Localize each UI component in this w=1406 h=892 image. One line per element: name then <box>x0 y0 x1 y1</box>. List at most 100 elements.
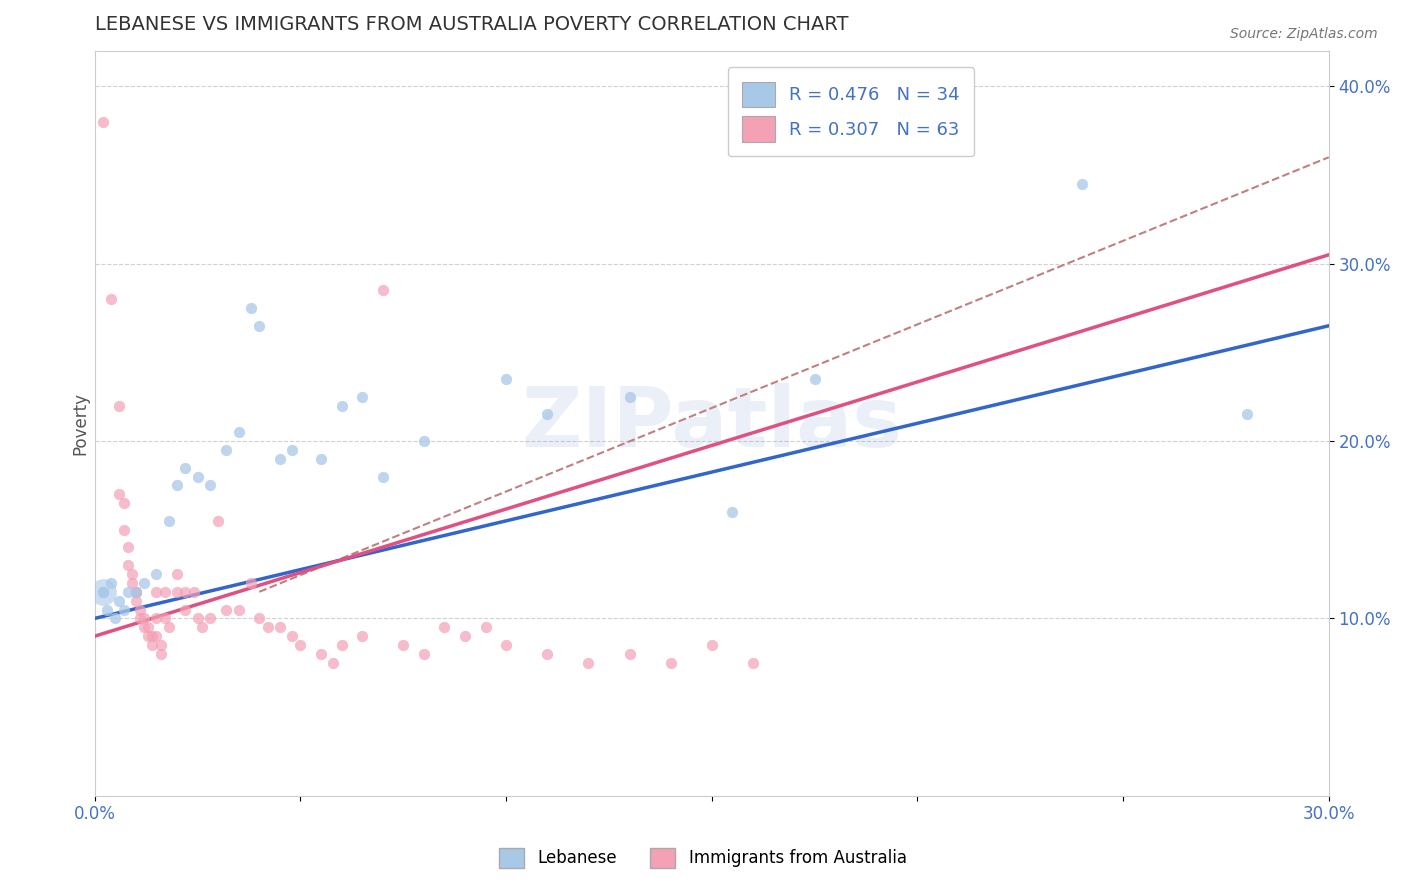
Point <box>91 584 114 599</box>
Point <box>207 514 229 528</box>
Text: LEBANESE VS IMMIGRANTS FROM AUSTRALIA POVERTY CORRELATION CHART: LEBANESE VS IMMIGRANTS FROM AUSTRALIA PO… <box>94 15 848 34</box>
Point <box>129 611 152 625</box>
Point <box>136 620 159 634</box>
Point <box>721 505 744 519</box>
Point <box>352 629 374 643</box>
Point <box>330 399 353 413</box>
Point <box>112 496 135 510</box>
Point <box>174 602 197 616</box>
Point <box>352 390 374 404</box>
Point <box>125 584 148 599</box>
Point <box>228 602 250 616</box>
Point <box>240 301 263 315</box>
Point <box>149 647 172 661</box>
Text: Source: ZipAtlas.com: Source: ZipAtlas.com <box>1230 27 1378 41</box>
Point <box>412 434 434 448</box>
Point <box>125 593 148 607</box>
Point <box>157 620 180 634</box>
Point <box>112 602 135 616</box>
Point <box>392 638 415 652</box>
Point <box>166 584 188 599</box>
Point <box>121 567 143 582</box>
Point <box>153 584 176 599</box>
Point <box>495 372 517 386</box>
Point <box>228 425 250 439</box>
Text: ZIPatlas: ZIPatlas <box>522 383 903 464</box>
Point <box>100 576 122 591</box>
Point <box>247 318 270 333</box>
Point <box>281 629 304 643</box>
Point <box>125 584 148 599</box>
Point <box>96 602 118 616</box>
Point <box>700 638 723 652</box>
Point <box>91 584 114 599</box>
Point <box>125 584 148 599</box>
Point <box>134 576 156 591</box>
Point <box>281 442 304 457</box>
Point <box>145 584 167 599</box>
Point <box>247 611 270 625</box>
Point <box>134 611 156 625</box>
Point <box>174 460 197 475</box>
Point <box>269 451 291 466</box>
Point <box>149 638 172 652</box>
Point <box>659 656 682 670</box>
Point <box>1071 177 1094 191</box>
Point <box>121 576 143 591</box>
Point <box>290 638 312 652</box>
Point <box>198 611 221 625</box>
Point <box>215 442 238 457</box>
Point <box>474 620 496 634</box>
Point <box>322 656 344 670</box>
Point <box>157 514 180 528</box>
Y-axis label: Poverty: Poverty <box>72 392 89 455</box>
Point <box>129 602 152 616</box>
Point <box>136 629 159 643</box>
Point <box>153 611 176 625</box>
Point <box>256 620 278 634</box>
Point <box>371 283 394 297</box>
Point <box>166 567 188 582</box>
Point <box>536 647 558 661</box>
Point <box>454 629 477 643</box>
Point <box>330 638 353 652</box>
Point <box>91 115 114 129</box>
Legend: Lebanese, Immigrants from Australia: Lebanese, Immigrants from Australia <box>492 841 914 875</box>
Point <box>108 593 131 607</box>
Point <box>371 469 394 483</box>
Point <box>619 390 641 404</box>
Point <box>174 584 197 599</box>
Point <box>117 541 139 555</box>
Point <box>108 487 131 501</box>
Point <box>134 620 156 634</box>
Point <box>309 647 332 661</box>
Point <box>187 469 209 483</box>
Point <box>240 576 263 591</box>
Point <box>141 638 163 652</box>
Point <box>495 638 517 652</box>
Point <box>141 629 163 643</box>
Point <box>100 292 122 306</box>
Point <box>412 647 434 661</box>
Point <box>803 372 825 386</box>
Legend: R = 0.476   N = 34, R = 0.307   N = 63: R = 0.476 N = 34, R = 0.307 N = 63 <box>728 67 974 156</box>
Point <box>215 602 238 616</box>
Point <box>198 478 221 492</box>
Point <box>576 656 599 670</box>
Point <box>145 611 167 625</box>
Point <box>183 584 205 599</box>
Point <box>742 656 765 670</box>
Point <box>117 558 139 573</box>
Point <box>1236 408 1258 422</box>
Point <box>309 451 332 466</box>
Point <box>112 523 135 537</box>
Point <box>166 478 188 492</box>
Point <box>619 647 641 661</box>
Point <box>145 567 167 582</box>
Point <box>433 620 456 634</box>
Point <box>91 584 114 599</box>
Point <box>187 611 209 625</box>
Point <box>104 611 127 625</box>
Point <box>117 584 139 599</box>
Point <box>536 408 558 422</box>
